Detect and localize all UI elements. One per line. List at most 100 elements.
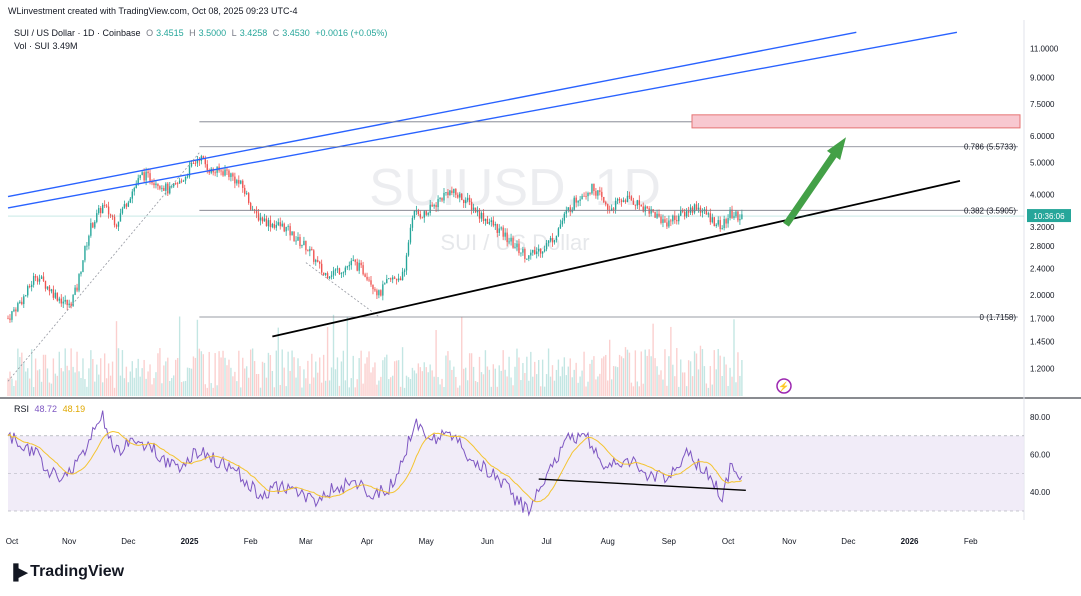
volume-bar xyxy=(453,366,455,396)
candle-body xyxy=(534,249,536,254)
rsi-ma-line xyxy=(7,430,743,503)
volume-bar xyxy=(591,359,593,396)
candle-body xyxy=(466,197,469,201)
volume-bar xyxy=(463,368,465,396)
candle-body xyxy=(628,195,631,197)
volume-bar xyxy=(135,368,137,396)
fib-trendline-1 xyxy=(7,152,200,382)
tradingview-logo: ▐▶ TradingView xyxy=(8,563,124,581)
volume-bar xyxy=(715,369,717,396)
volume-bar xyxy=(386,354,388,396)
volume-bar xyxy=(431,370,433,396)
volume-bar xyxy=(354,387,356,396)
candle-body xyxy=(163,187,165,191)
volume-bar xyxy=(226,365,228,396)
candle-body xyxy=(741,214,743,219)
volume-bar xyxy=(25,371,27,396)
candle-body xyxy=(190,162,193,167)
volume-bar xyxy=(273,387,276,396)
volume-bar xyxy=(719,355,721,396)
candle-body xyxy=(119,213,122,222)
volume-bar xyxy=(291,350,293,396)
candle-body xyxy=(618,198,621,201)
volume-bar xyxy=(551,365,554,396)
volume-value: 3.49M xyxy=(52,41,78,51)
volume-bar xyxy=(9,371,11,396)
candle-body xyxy=(496,224,498,233)
candle-body xyxy=(236,180,238,184)
volume-bar xyxy=(141,368,143,396)
volume-bar xyxy=(707,387,710,396)
candle-body xyxy=(38,278,41,282)
volume-bar xyxy=(482,374,485,396)
volume-bar xyxy=(703,366,706,396)
candle-body xyxy=(482,212,485,221)
volume-bar xyxy=(169,380,171,396)
volume-bar xyxy=(238,350,240,396)
volume-bar xyxy=(727,385,729,396)
volume-bar xyxy=(159,348,161,396)
volume-bar xyxy=(632,386,635,396)
volume-bar xyxy=(173,375,175,396)
volume-bar xyxy=(115,321,118,396)
volume-bar xyxy=(23,361,25,396)
volume-bar xyxy=(713,350,715,396)
volume-bar xyxy=(427,372,429,396)
volume-bar xyxy=(587,381,589,396)
volume-bar xyxy=(595,379,597,396)
volume-bar xyxy=(417,363,420,396)
candle-body xyxy=(656,213,658,218)
candle-body xyxy=(563,213,566,221)
candle-body xyxy=(731,209,733,218)
volume-bar xyxy=(176,357,179,396)
volume-bar xyxy=(409,378,412,396)
volume-bar xyxy=(281,349,283,396)
candle-body xyxy=(492,220,495,226)
volume-bar xyxy=(522,363,524,396)
candle-body xyxy=(261,217,264,222)
candle-body xyxy=(161,187,163,189)
volume-bar xyxy=(569,358,571,396)
rsi-line xyxy=(7,410,743,517)
candle-body xyxy=(267,220,270,227)
candle-body xyxy=(30,284,33,287)
volume-bar xyxy=(520,380,522,396)
volume-label: Vol · SUI xyxy=(14,41,50,51)
candle-body xyxy=(319,261,321,264)
volume-bar xyxy=(486,366,489,396)
fib-level-label: 0 (1.7158) xyxy=(980,313,1017,322)
candle-body xyxy=(581,195,583,200)
volume-bar xyxy=(709,366,712,396)
candle-body xyxy=(7,318,9,320)
volume-bar xyxy=(553,380,556,396)
volume-bar xyxy=(129,371,132,396)
volume-bar xyxy=(74,372,76,396)
volume-bar xyxy=(687,360,690,396)
candle-body xyxy=(13,309,15,312)
candle-body xyxy=(610,208,613,211)
time-axis-label: 2026 xyxy=(901,537,919,546)
candle-body xyxy=(167,183,169,194)
volume-bar xyxy=(92,359,94,396)
volume-bar xyxy=(133,377,135,396)
candle-body xyxy=(587,193,589,197)
volume-bar xyxy=(654,358,656,396)
candle-body xyxy=(725,219,727,224)
candle-body xyxy=(616,198,619,201)
volume-bar xyxy=(530,351,532,396)
volume-bar xyxy=(443,387,445,396)
candle-body xyxy=(143,172,145,181)
candle-body xyxy=(100,208,102,214)
volume-bar xyxy=(693,351,696,396)
volume-bar xyxy=(575,362,577,396)
time-axis-label: Oct xyxy=(722,537,735,546)
price-axis-label: 1.7000 xyxy=(1030,314,1055,323)
candle-body xyxy=(317,260,319,262)
volume-bar xyxy=(21,352,23,396)
volume-bar xyxy=(678,386,680,396)
volume-bar xyxy=(644,349,646,396)
candle-body xyxy=(228,170,230,177)
volume-bar xyxy=(597,376,599,396)
candle-body xyxy=(388,278,390,280)
